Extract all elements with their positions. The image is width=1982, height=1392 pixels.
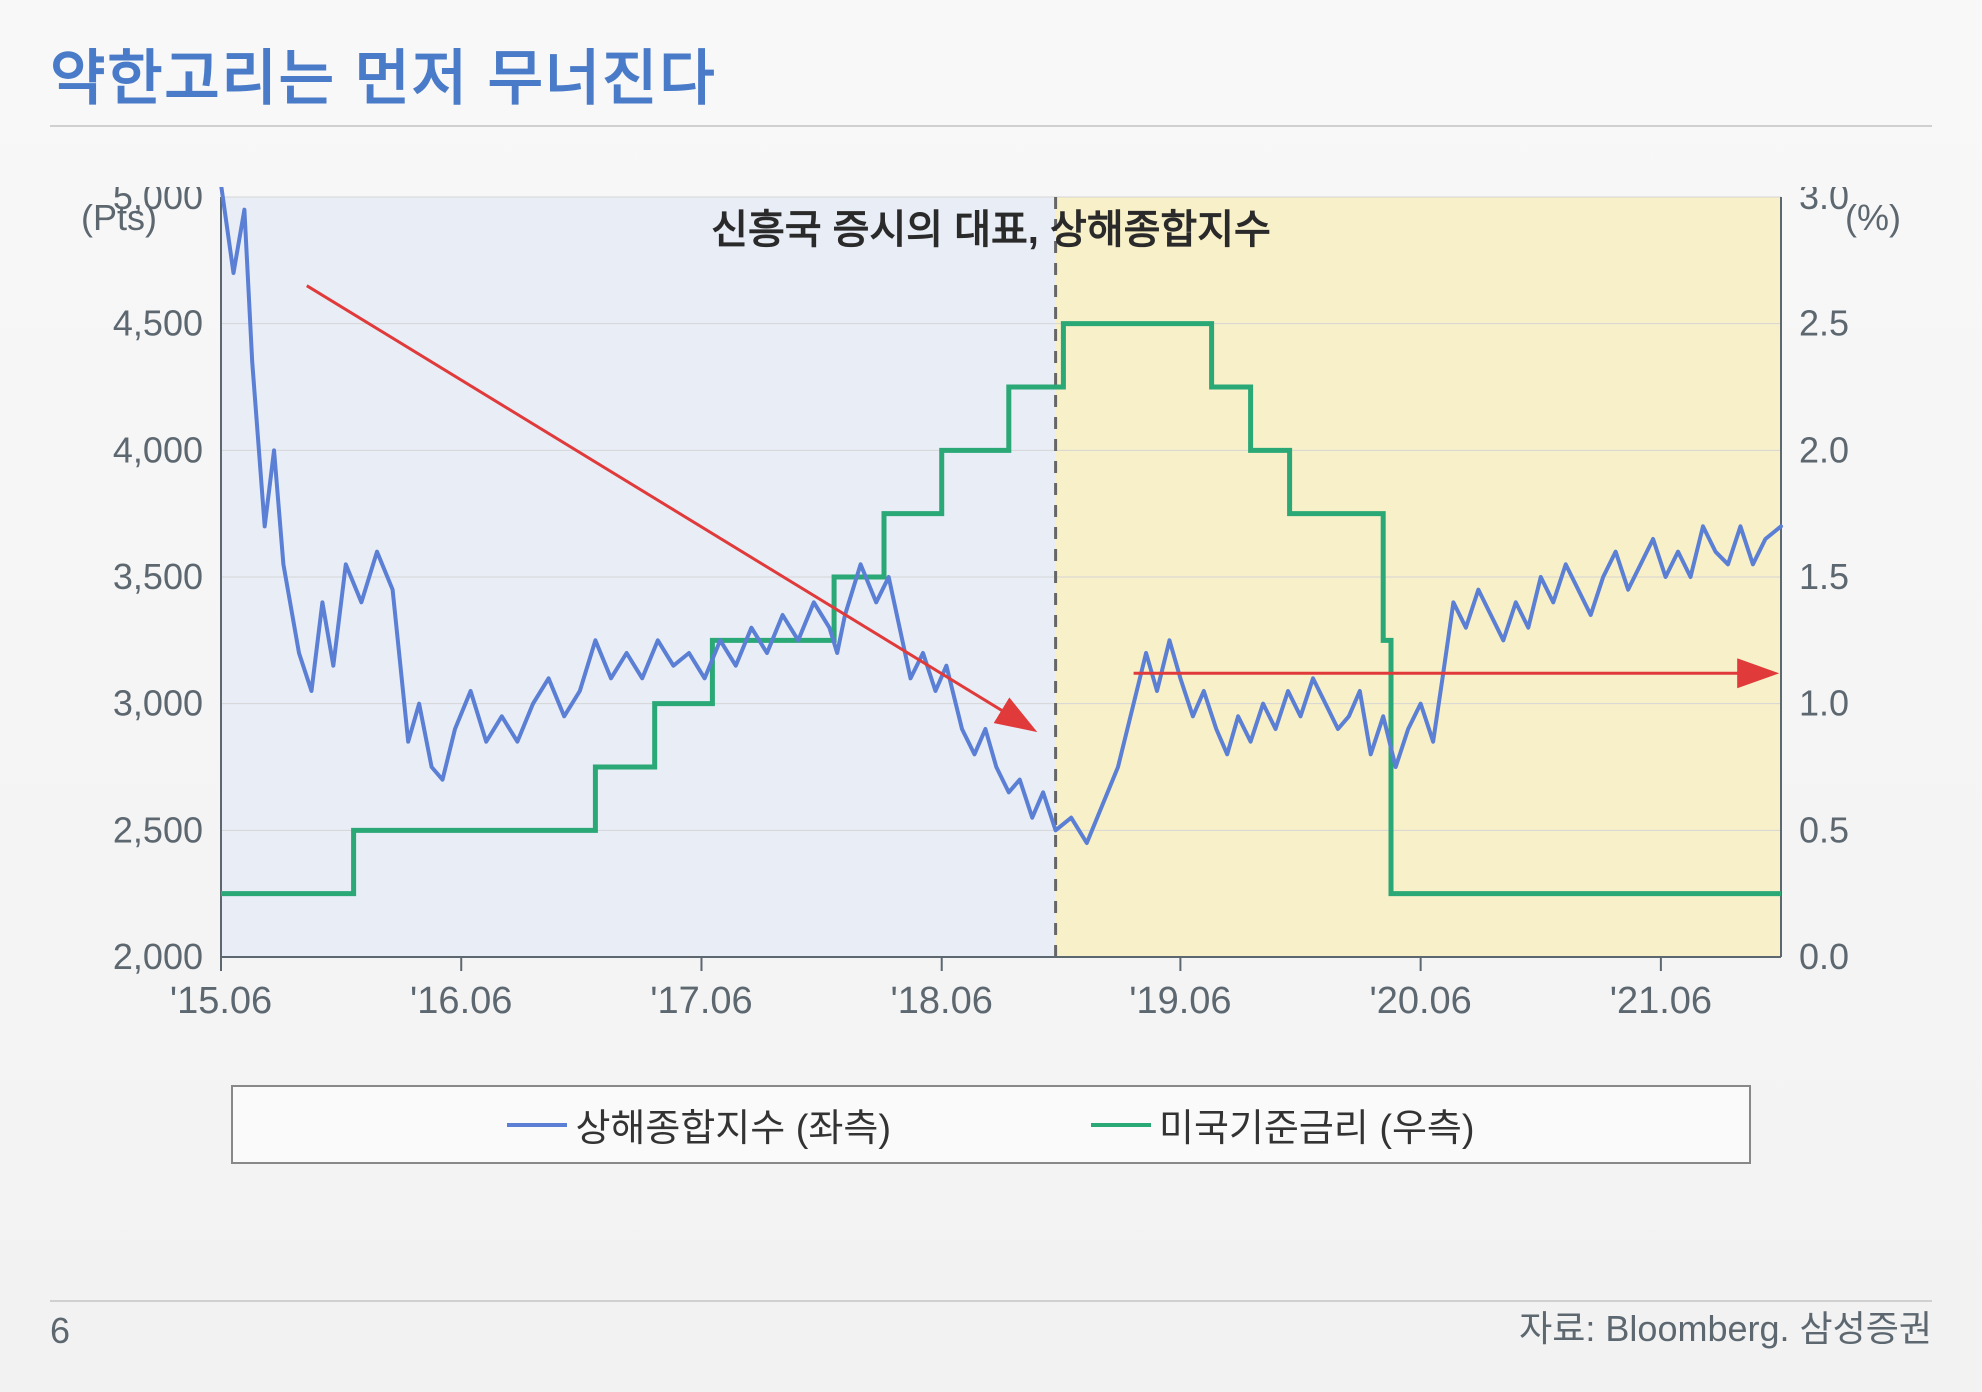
legend-item-fedrate: 미국기준금리 (우측) xyxy=(1091,1097,1475,1152)
legend-swatch-shanghai xyxy=(507,1123,567,1127)
svg-text:1.5: 1.5 xyxy=(1799,556,1849,597)
svg-text:'15.06: '15.06 xyxy=(170,980,272,1022)
svg-text:'20.06: '20.06 xyxy=(1369,980,1471,1022)
legend-label-fedrate: 미국기준금리 (우측) xyxy=(1159,1097,1475,1152)
slide-title: 약한고리는 먼저 무너진다 xyxy=(50,30,1932,117)
svg-text:4,500: 4,500 xyxy=(113,303,203,344)
svg-text:2.0: 2.0 xyxy=(1799,429,1849,470)
chart-title: 신흥국 증시의 대표, 상해종합지수 xyxy=(711,197,1271,255)
page-number: 6 xyxy=(50,1310,70,1352)
svg-text:1.0: 1.0 xyxy=(1799,683,1849,724)
svg-text:3.0: 3.0 xyxy=(1799,187,1849,217)
svg-text:0.0: 0.0 xyxy=(1799,936,1849,977)
legend-item-shanghai: 상해종합지수 (좌측) xyxy=(507,1097,891,1152)
legend-label-shanghai: 상해종합지수 (좌측) xyxy=(575,1097,891,1152)
chart-svg: 5,0004,5004,0003,5003,0002,5002,0003.02.… xyxy=(51,187,1931,1067)
svg-text:2.5: 2.5 xyxy=(1799,303,1849,344)
svg-text:'18.06: '18.06 xyxy=(891,980,993,1022)
y-left-label: (Pts) xyxy=(81,197,157,239)
svg-text:'19.06: '19.06 xyxy=(1129,980,1231,1022)
legend: 상해종합지수 (좌측) 미국기준금리 (우측) xyxy=(231,1085,1751,1164)
svg-text:3,500: 3,500 xyxy=(113,556,203,597)
svg-text:3,000: 3,000 xyxy=(113,683,203,724)
source-text: 자료: Bloomberg. 삼성증권 xyxy=(1519,1300,1932,1352)
svg-text:4,000: 4,000 xyxy=(113,429,203,470)
svg-text:2,000: 2,000 xyxy=(113,936,203,977)
svg-text:'17.06: '17.06 xyxy=(650,980,752,1022)
svg-text:'21.06: '21.06 xyxy=(1610,980,1712,1022)
svg-text:0.5: 0.5 xyxy=(1799,809,1849,850)
legend-swatch-fedrate xyxy=(1091,1123,1151,1127)
chart-container: (Pts) 신흥국 증시의 대표, 상해종합지수 (%) 5,0004,5004… xyxy=(51,187,1931,1164)
y-right-label: (%) xyxy=(1845,197,1901,239)
svg-text:'16.06: '16.06 xyxy=(410,980,512,1022)
svg-text:2,500: 2,500 xyxy=(113,809,203,850)
title-divider xyxy=(50,125,1932,127)
